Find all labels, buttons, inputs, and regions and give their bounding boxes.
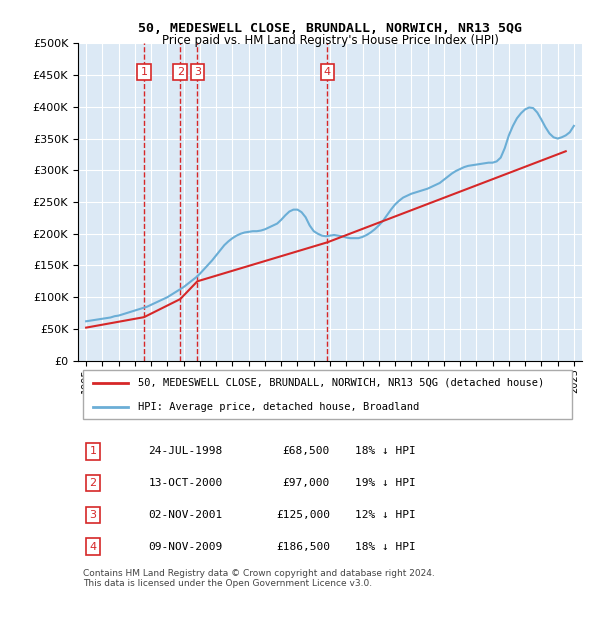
Text: 2: 2: [177, 67, 184, 77]
Text: Contains HM Land Registry data © Crown copyright and database right 2024.
This d: Contains HM Land Registry data © Crown c…: [83, 569, 435, 588]
Text: 02-NOV-2001: 02-NOV-2001: [149, 510, 223, 520]
Text: 1: 1: [89, 446, 97, 456]
Text: £97,000: £97,000: [283, 478, 330, 488]
Text: 18% ↓ HPI: 18% ↓ HPI: [355, 542, 416, 552]
Text: 4: 4: [324, 67, 331, 77]
Text: 50, MEDESWELL CLOSE, BRUNDALL, NORWICH, NR13 5QG (detached house): 50, MEDESWELL CLOSE, BRUNDALL, NORWICH, …: [139, 378, 545, 388]
Text: £125,000: £125,000: [276, 510, 330, 520]
Text: 09-NOV-2009: 09-NOV-2009: [149, 542, 223, 552]
Text: 4: 4: [89, 542, 97, 552]
Text: 3: 3: [194, 67, 201, 77]
Text: £186,500: £186,500: [276, 542, 330, 552]
Text: 24-JUL-1998: 24-JUL-1998: [149, 446, 223, 456]
Text: HPI: Average price, detached house, Broadland: HPI: Average price, detached house, Broa…: [139, 402, 420, 412]
Text: 3: 3: [89, 510, 97, 520]
Text: 2: 2: [89, 478, 97, 488]
Text: 13-OCT-2000: 13-OCT-2000: [149, 478, 223, 488]
Text: Price paid vs. HM Land Registry's House Price Index (HPI): Price paid vs. HM Land Registry's House …: [161, 34, 499, 47]
Text: 50, MEDESWELL CLOSE, BRUNDALL, NORWICH, NR13 5QG: 50, MEDESWELL CLOSE, BRUNDALL, NORWICH, …: [138, 22, 522, 35]
Text: 1: 1: [140, 67, 148, 77]
Text: £68,500: £68,500: [283, 446, 330, 456]
FancyBboxPatch shape: [83, 370, 572, 419]
Text: 19% ↓ HPI: 19% ↓ HPI: [355, 478, 416, 488]
Text: 12% ↓ HPI: 12% ↓ HPI: [355, 510, 416, 520]
Text: 18% ↓ HPI: 18% ↓ HPI: [355, 446, 416, 456]
